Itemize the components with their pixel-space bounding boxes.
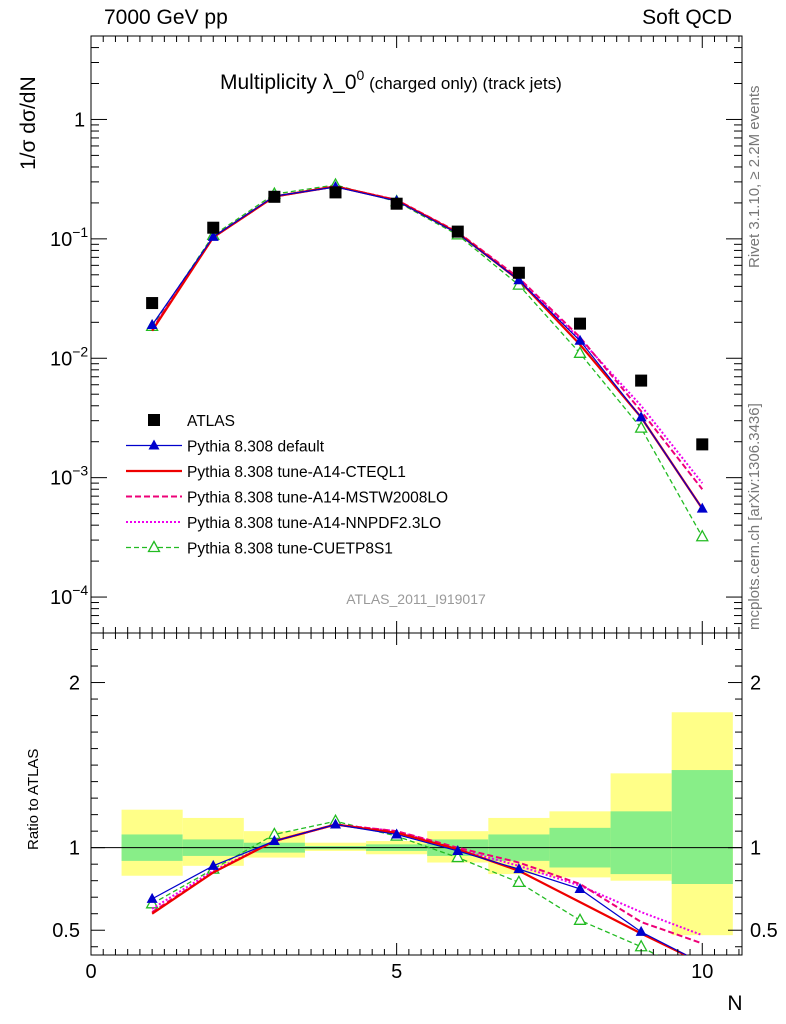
legend-marker	[148, 439, 160, 450]
x-tick-label: 0	[85, 961, 96, 983]
ratio-line-5	[151, 820, 658, 955]
series-point-5	[573, 345, 587, 358]
data-point	[329, 186, 342, 199]
ratio-y-tick-label-right: 1	[750, 838, 761, 860]
ratio-point-1	[268, 835, 280, 846]
ratio-y-tick-label: 1	[69, 838, 80, 860]
series-point-1	[696, 502, 708, 513]
y-tick-label: 10−1	[50, 224, 88, 251]
series-line-5	[151, 184, 703, 538]
data-point	[390, 197, 403, 210]
main-plot-area	[145, 177, 709, 542]
series-line-4	[151, 185, 704, 484]
y-tick-label: 10−4	[50, 582, 88, 609]
series-point-1	[574, 334, 586, 345]
ratio-panel: 0.5 0.5 1 1 2 2 0 5 10 Ratio to ATLAS N	[25, 632, 778, 1015]
ratio-point-5	[573, 912, 587, 925]
ratio-point-1	[513, 863, 525, 874]
ratio-y-axis-label: Ratio to ATLAS	[25, 749, 42, 850]
data-point	[451, 225, 464, 238]
ratio-y-tick-label-right: 0.5	[750, 920, 778, 942]
header-right: Soft QCD	[642, 6, 732, 29]
legend-marker	[147, 540, 161, 553]
ratio-frame	[90, 632, 743, 956]
legend-label: Pythia 8.308 tune-CUETP8S1	[187, 541, 393, 558]
ratio-point-5	[512, 874, 526, 887]
series-point-1	[146, 318, 158, 329]
ratio-line-2	[151, 823, 688, 955]
x-tick-label: 5	[391, 961, 402, 983]
legend-label: Pythia 8.308 default	[187, 439, 325, 456]
data-point	[512, 266, 525, 279]
data-point	[207, 221, 220, 234]
ratio-y-tick-label-right: 2	[750, 673, 761, 695]
ratio-y-tick-label: 2	[69, 673, 80, 695]
ratio-point-1	[452, 844, 464, 855]
y-axis-label: 1/σ dσ/dN	[17, 76, 40, 170]
chart-title: Multiplicity λ_00 (charged only) (track …	[220, 67, 562, 94]
series-point-1	[513, 274, 525, 285]
legend-marker	[148, 414, 160, 426]
ratio-y-tick-label: 0.5	[52, 920, 80, 942]
y-tick-label: 10−3	[50, 463, 88, 490]
series-line-1	[151, 186, 703, 509]
series-point-5	[695, 529, 709, 542]
series-point-1	[635, 411, 647, 422]
ratio-point-1	[146, 892, 158, 903]
ratio-line-1	[151, 823, 688, 955]
data-point	[696, 438, 709, 451]
data-point	[146, 297, 159, 310]
ratio-point-1	[207, 859, 219, 870]
ratio-point-1	[391, 828, 403, 839]
ratio-line-3	[151, 823, 703, 945]
band-green	[671, 770, 733, 884]
y-tick-label: 10−2	[50, 343, 88, 370]
y-tick-label: 1	[74, 109, 85, 131]
ratio-point-5	[451, 850, 465, 863]
series-line-2	[151, 185, 704, 510]
header-left: 7000 GeV pp	[104, 6, 228, 29]
data-point	[268, 190, 281, 203]
ratio-point-1	[330, 818, 342, 829]
data-point	[635, 374, 648, 387]
data-point	[574, 317, 587, 330]
ratio-plot-area	[91, 712, 742, 955]
watermark: ATLAS_2011_I919017	[346, 591, 486, 607]
band-green	[610, 811, 672, 875]
main-panel: 1 10−1 10−2 10−3 10−4 1/σ dσ/dN Multiplicity λ…	[17, 35, 743, 634]
legend-label: Pythia 8.308 tune-A14-NNPDF2.3LO	[187, 515, 441, 532]
ratio-point-1	[574, 882, 586, 893]
x-tick-label: 10	[691, 961, 713, 983]
ratio-point-1	[635, 925, 647, 936]
x-axis-label: N	[727, 992, 742, 1015]
legend-label: Pythia 8.308 tune-A14-MSTW2008LO	[187, 490, 448, 507]
series-point-5	[634, 420, 648, 433]
legend-label: Pythia 8.308 tune-A14-CTEQL1	[187, 464, 406, 481]
series-point-1	[207, 230, 219, 241]
legend-label: ATLAS	[187, 413, 235, 430]
